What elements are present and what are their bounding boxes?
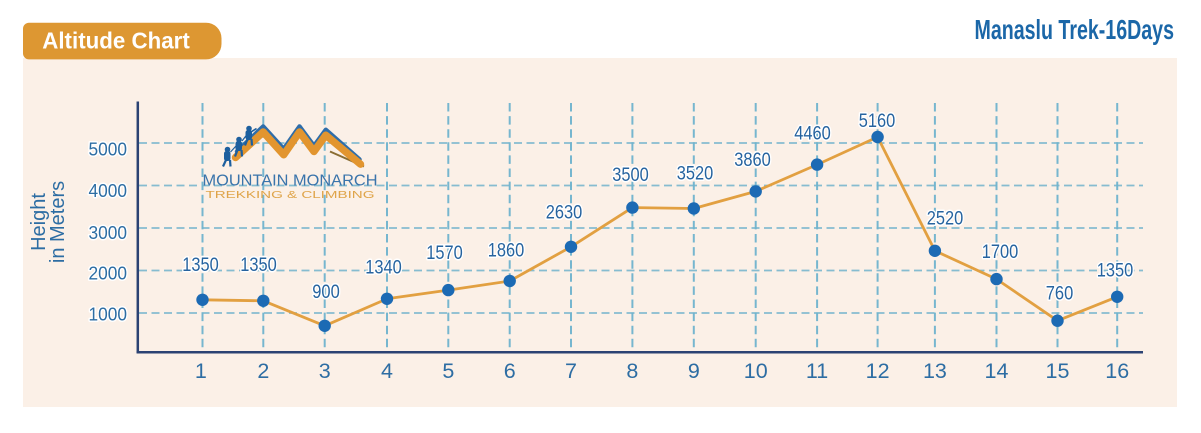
svg-text:3520: 3520 (677, 163, 714, 184)
svg-text:1860: 1860 (488, 240, 525, 261)
svg-text:Height: Height (28, 193, 50, 251)
svg-text:2630: 2630 (546, 202, 583, 223)
svg-text:Manaslu Trek-16Days: Manaslu Trek-16Days (975, 14, 1175, 45)
svg-text:1000: 1000 (89, 303, 128, 324)
svg-text:1350: 1350 (1097, 261, 1134, 282)
svg-text:4: 4 (381, 359, 393, 383)
svg-text:900: 900 (312, 282, 340, 303)
svg-text:3860: 3860 (734, 150, 771, 171)
svg-text:6: 6 (504, 359, 516, 383)
svg-text:5160: 5160 (859, 111, 896, 132)
svg-text:1700: 1700 (982, 242, 1019, 263)
svg-text:760: 760 (1046, 283, 1074, 304)
svg-text:1: 1 (195, 359, 207, 383)
svg-text:16: 16 (1105, 359, 1129, 383)
svg-text:12: 12 (866, 359, 890, 383)
svg-text:in Meters: in Meters (47, 181, 69, 263)
svg-text:7: 7 (565, 359, 577, 383)
svg-text:1570: 1570 (426, 243, 463, 264)
svg-text:Altitude Chart: Altitude Chart (42, 27, 190, 53)
svg-text:2: 2 (257, 359, 269, 383)
svg-text:1340: 1340 (365, 257, 402, 278)
svg-text:14: 14 (985, 359, 1009, 383)
svg-text:8: 8 (626, 359, 638, 383)
svg-text:4000: 4000 (89, 180, 128, 201)
svg-text:3500: 3500 (612, 165, 649, 186)
svg-text:11: 11 (806, 359, 828, 383)
svg-text:3000: 3000 (89, 222, 128, 243)
svg-text:1350: 1350 (240, 255, 277, 276)
svg-text:2520: 2520 (927, 208, 964, 229)
svg-text:9: 9 (688, 359, 700, 383)
svg-text:MOUNTAIN MONARCH: MOUNTAIN MONARCH (203, 173, 378, 190)
svg-text:5000: 5000 (89, 138, 128, 159)
svg-text:2000: 2000 (89, 263, 128, 284)
svg-text:3: 3 (319, 359, 331, 383)
svg-text:TREKKING & CLIMBING: TREKKING & CLIMBING (206, 190, 375, 201)
svg-text:10: 10 (744, 359, 768, 383)
svg-text:13: 13 (923, 359, 947, 383)
svg-text:1350: 1350 (182, 255, 219, 276)
svg-text:5: 5 (442, 359, 454, 383)
svg-text:15: 15 (1046, 359, 1070, 383)
svg-text:4460: 4460 (794, 123, 831, 144)
